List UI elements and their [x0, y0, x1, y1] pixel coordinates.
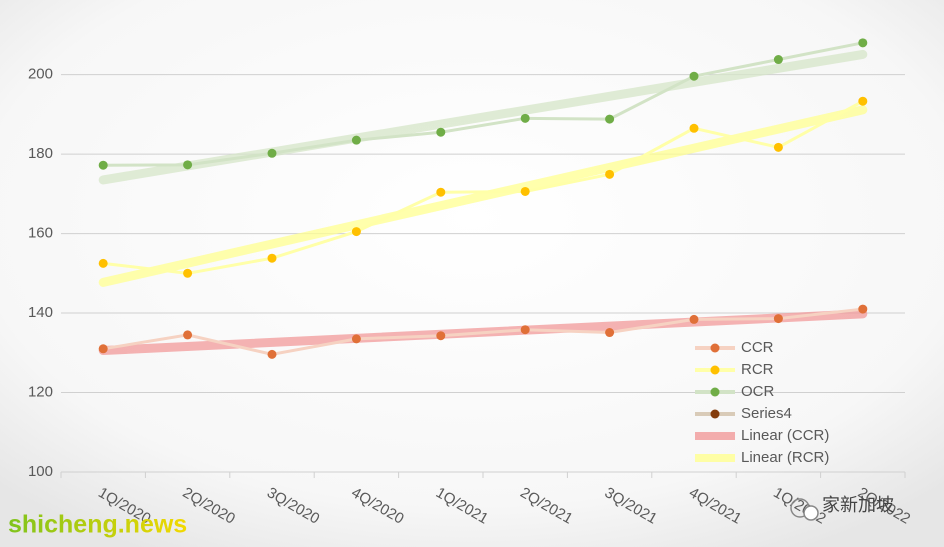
- data-point: [858, 304, 868, 314]
- data-point: [183, 330, 193, 340]
- data-point: [436, 127, 446, 137]
- data-point: [520, 113, 530, 123]
- data-point: [351, 334, 361, 344]
- data-point: [98, 344, 108, 354]
- data-point: [520, 186, 530, 196]
- y-tick-label: 180: [28, 145, 53, 162]
- data-point: [773, 142, 783, 152]
- y-tick-label: 200: [28, 66, 53, 83]
- legend-label: Linear (RCR): [741, 449, 829, 466]
- data-point: [98, 258, 108, 268]
- watermark: shicheng.news: [8, 511, 187, 539]
- data-point: [689, 71, 699, 81]
- legend-marker: [710, 365, 720, 375]
- data-point: [183, 268, 193, 278]
- data-point: [267, 148, 277, 158]
- legend-label: OCR: [741, 383, 775, 400]
- legend-marker: [710, 409, 720, 419]
- data-point: [858, 96, 868, 106]
- data-point: [436, 187, 446, 197]
- data-point: [689, 314, 699, 324]
- legend-marker: [710, 387, 720, 397]
- data-point: [605, 328, 615, 338]
- series-line: [103, 99, 864, 275]
- legend-label: CCR: [741, 339, 774, 356]
- y-tick-label: 120: [28, 383, 53, 400]
- data-point: [605, 114, 615, 124]
- y-tick-label: 140: [28, 304, 53, 321]
- data-point: [858, 38, 868, 48]
- data-point: [267, 253, 277, 263]
- series-line: [102, 307, 863, 356]
- data-point: [436, 331, 446, 341]
- legend-label: Series4: [741, 405, 792, 422]
- watermark: 家新加坡: [822, 495, 894, 515]
- y-tick-label: 100: [28, 463, 53, 480]
- y-tick-label: 160: [28, 225, 53, 242]
- data-point: [267, 349, 277, 359]
- data-point: [773, 314, 783, 324]
- data-point: [351, 135, 361, 145]
- data-point: [98, 160, 108, 170]
- data-point: [183, 160, 193, 170]
- watermark-icon: [790, 498, 819, 521]
- data-point: [520, 325, 530, 335]
- legend-marker: [710, 343, 720, 353]
- data-point: [605, 169, 615, 179]
- data-point: [351, 227, 361, 237]
- legend-label: RCR: [741, 361, 774, 378]
- series-line: [103, 41, 864, 167]
- data-point: [689, 123, 699, 133]
- data-point: [773, 55, 783, 65]
- legend-label: Linear (CCR): [741, 427, 829, 444]
